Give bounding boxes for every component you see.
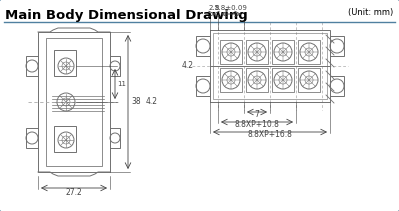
Bar (196, 76, 210, 96)
Bar (210, 30, 330, 102)
Text: 8.8XP+10.8: 8.8XP+10.8 (235, 120, 279, 129)
Bar (272, 40, 294, 64)
Bar (330, 36, 344, 56)
Bar (110, 56, 120, 76)
Text: 4.2: 4.2 (146, 97, 158, 107)
Text: 4.2: 4.2 (182, 61, 194, 70)
Text: (Unit: mm): (Unit: mm) (348, 8, 393, 17)
Bar (26, 128, 38, 148)
Bar (213, 33, 327, 99)
Bar (298, 68, 320, 92)
Text: 7: 7 (255, 110, 259, 119)
Bar (110, 128, 120, 148)
Text: 38: 38 (131, 97, 140, 107)
Text: 2.5: 2.5 (209, 5, 219, 11)
Bar (246, 40, 268, 64)
Bar (46, 38, 102, 166)
Bar (54, 126, 76, 152)
Text: Main Body Dimensional Drawing: Main Body Dimensional Drawing (5, 8, 248, 22)
Bar (298, 40, 320, 64)
Bar (196, 36, 210, 56)
Bar (220, 40, 242, 64)
Bar (26, 56, 38, 76)
Bar (246, 68, 268, 92)
Bar (38, 32, 110, 172)
Text: 11: 11 (117, 81, 126, 87)
Text: 8.8±0.09: 8.8±0.09 (215, 5, 247, 11)
Bar (220, 68, 242, 92)
Bar (272, 68, 294, 92)
Bar (54, 50, 76, 76)
Bar (330, 76, 344, 96)
Text: 27.2: 27.2 (65, 188, 82, 197)
Text: 8.8XP+16.8: 8.8XP+16.8 (247, 130, 292, 139)
